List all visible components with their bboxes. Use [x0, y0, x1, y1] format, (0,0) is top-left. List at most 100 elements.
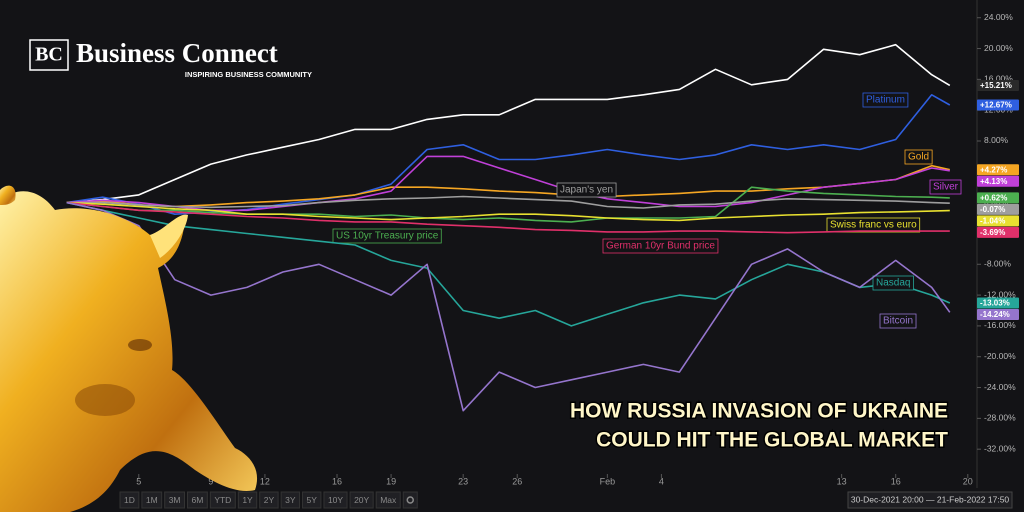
series-label-text: Japan's yen [560, 185, 613, 196]
range-button-label: Max [380, 495, 397, 505]
range-button[interactable]: 10Y [323, 491, 348, 509]
y-tick-label: -24.00% [984, 382, 1016, 392]
series-label-box [862, 92, 909, 108]
series-label-box [332, 228, 442, 244]
x-tick-label: 5 [136, 476, 141, 486]
range-button-box [119, 491, 140, 509]
range-button-label: 5Y [307, 495, 318, 505]
y-tick-label: 8.00% [984, 135, 1009, 145]
logo-box [29, 39, 69, 71]
range-button[interactable]: 6M [187, 491, 208, 509]
range-button-box [280, 491, 301, 509]
series-label: Gold [904, 149, 933, 165]
range-button-box [323, 491, 348, 509]
series-label-box [602, 238, 719, 254]
series-label: Bitcoin [879, 313, 917, 329]
series-label: Silver [929, 179, 962, 195]
value-badge [977, 215, 1019, 227]
value-badge-text: -13.03% [980, 299, 1010, 308]
range-button-box [237, 491, 258, 509]
y-tick-label: -32.00% [984, 443, 1016, 453]
series-label: Japan's yen [556, 182, 617, 198]
x-tick-label: 13 [837, 476, 847, 486]
series-label: US 10yr Treasury price [332, 228, 442, 244]
value-badge [977, 297, 1019, 309]
x-tick-label: 16 [332, 476, 342, 486]
range-button-label: 1M [146, 495, 158, 505]
series-line [66, 43, 951, 204]
series-label-text: Bitcoin [883, 316, 913, 327]
headline-line: HOW RUSSIA INVASION OF UKRAINE [570, 400, 948, 423]
range-button-label: 2Y [264, 495, 275, 505]
series-line [66, 186, 950, 223]
x-tick-label: Feb [600, 476, 616, 486]
series-label: German 10yr Bund price [602, 238, 719, 254]
range-button[interactable]: 3M [164, 491, 185, 509]
value-badge-text: +4.13% [980, 177, 1007, 186]
value-badge-text: -3.69% [980, 228, 1005, 237]
plot-area: 24.00%20.00%16.00%12.00%8.00%4.00%0.00%-… [66, 0, 1019, 488]
series-label-text: Gold [908, 152, 929, 163]
range-button-box [141, 491, 163, 509]
logo-tagline: INSPIRING BUSINESS COMMUNITY [185, 70, 312, 79]
date-range-box [847, 491, 1013, 509]
series-line [66, 195, 950, 209]
range-button[interactable]: 1D [119, 491, 140, 509]
range-button-box [187, 491, 208, 509]
y-tick-label: 20.00% [984, 43, 1013, 53]
range-button-box [259, 491, 279, 509]
series-label-box [826, 217, 921, 233]
range-button-box [375, 491, 401, 509]
settings-button[interactable] [402, 491, 418, 509]
x-tick-label: 19 [386, 476, 396, 486]
settings-icon [406, 496, 414, 504]
value-badge [977, 192, 1019, 204]
x-tick-label: 26 [512, 476, 522, 486]
date-range-text: 30-Dec-2021 20:00 — 21-Feb-2022 17:50 [851, 494, 1010, 504]
range-button-label: YTD [214, 495, 231, 505]
value-badge-text: -0.07% [980, 205, 1005, 214]
series-line [66, 201, 950, 234]
range-button-label: 10Y [328, 495, 343, 505]
value-badge-text: +4.27% [980, 165, 1007, 174]
range-button[interactable]: 5Y [302, 491, 322, 509]
range-button[interactable]: 1Y [237, 491, 258, 509]
series-label-box [556, 182, 617, 198]
range-button[interactable]: 2Y [259, 491, 279, 509]
range-button[interactable]: YTD [209, 491, 236, 509]
range-button[interactable]: 20Y [349, 491, 374, 509]
series-label: Nasdaq [872, 275, 914, 291]
logo-name: Business Connect [76, 38, 278, 68]
x-tick-label: 16 [891, 476, 901, 486]
value-badge-text: -1.04% [980, 216, 1005, 225]
range-button-label: 20Y [354, 495, 369, 505]
range-button[interactable]: Max [375, 491, 401, 509]
range-button[interactable]: 1M [141, 491, 163, 509]
logo-mark: BC [35, 44, 63, 66]
series-label-text: German 10yr Bund price [606, 241, 715, 252]
series-label-text: US 10yr Treasury price [336, 231, 439, 242]
headline: HOW RUSSIA INVASION OF UKRAINE COULD HIT… [568, 398, 949, 453]
bull-image [0, 185, 257, 512]
series-label-box [879, 313, 917, 329]
y-tick-label: -12.00% [984, 289, 1016, 299]
y-tick-label: -28.00% [984, 413, 1016, 423]
x-tick-label: 20 [963, 476, 973, 486]
y-tick-label: -16.00% [984, 320, 1016, 330]
value-badge-text: +0.62% [980, 193, 1007, 202]
value-badge [977, 175, 1019, 187]
value-badge [977, 203, 1019, 215]
range-button-label: 6M [192, 495, 204, 505]
y-tick-label: 16.00% [984, 74, 1013, 84]
toolbar: 1D 1M 3M 6M YTD 1Y 2Y 3Y 5Y 10Y 20Y Max [119, 491, 418, 509]
range-button-label: 1Y [242, 495, 253, 505]
series-label-text: Silver [933, 182, 959, 193]
value-badge [977, 226, 1019, 238]
series-label-box [929, 179, 962, 195]
value-badge-text: -14.24% [980, 310, 1010, 319]
value-badge [977, 99, 1019, 111]
series-label-box [904, 149, 933, 165]
y-tick-label: 24.00% [984, 12, 1013, 22]
range-button[interactable]: 3Y [280, 491, 301, 509]
